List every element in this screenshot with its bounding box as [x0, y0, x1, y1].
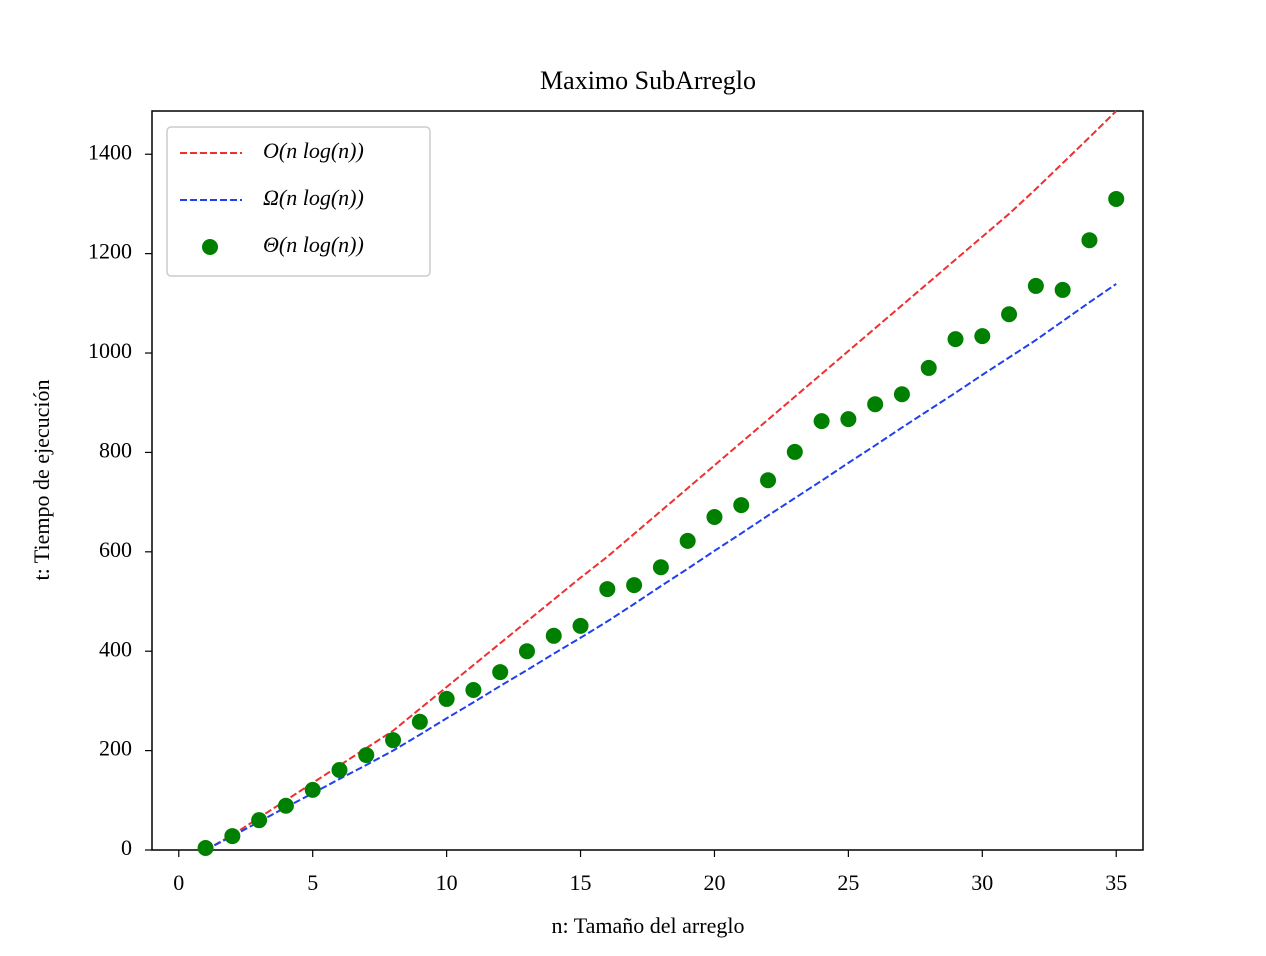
x-axis-label: n: Tamaño del arreglo	[552, 913, 745, 938]
data-point	[626, 577, 643, 594]
data-point	[197, 840, 214, 857]
data-point	[1027, 277, 1044, 294]
data-point	[438, 690, 455, 707]
y-axis-label: t: Tiempo de ejecución	[29, 379, 54, 580]
x-tick-label: 35	[1105, 870, 1127, 895]
data-point	[893, 386, 910, 403]
data-point	[733, 497, 750, 514]
data-point	[599, 581, 616, 598]
data-point	[518, 643, 535, 660]
legend-box	[166, 126, 431, 277]
data-point	[411, 713, 428, 730]
data-point	[277, 797, 294, 814]
data-point	[813, 413, 830, 430]
data-point	[920, 359, 937, 376]
y-tick-label: 0	[121, 835, 132, 860]
data-point	[947, 331, 964, 348]
plot-frame	[151, 110, 1144, 851]
data-point	[572, 617, 589, 634]
legend-label: Ω(n log(n))	[263, 185, 364, 210]
data-point	[786, 443, 803, 460]
data-point	[867, 396, 884, 413]
data-point	[304, 781, 321, 798]
data-point	[331, 761, 348, 778]
y-tick-label: 1400	[88, 139, 132, 164]
data-point	[974, 328, 991, 345]
x-tick-label: 15	[570, 870, 592, 895]
y-tick-label: 400	[99, 636, 132, 661]
data-point	[385, 732, 402, 749]
data-line	[205, 283, 1117, 851]
data-point	[652, 559, 669, 576]
data-point	[492, 664, 509, 681]
y-tick-label: 200	[99, 736, 132, 761]
data-point	[1001, 306, 1018, 323]
data-point	[1054, 281, 1071, 298]
y-tick-label: 600	[99, 537, 132, 562]
y-tick-label: 1000	[88, 338, 132, 363]
y-tick-label: 1200	[88, 239, 132, 264]
data-point	[706, 509, 723, 526]
y-tick-label: 800	[99, 437, 132, 462]
x-tick-label: 0	[173, 870, 184, 895]
data-point	[840, 411, 857, 428]
x-tick-label: 20	[703, 870, 725, 895]
data-point	[358, 747, 375, 764]
x-tick-label: 25	[837, 870, 859, 895]
legend-label: Θ(n log(n))	[263, 232, 364, 257]
data-point	[251, 812, 268, 829]
data-point	[1081, 232, 1098, 249]
x-tick-label: 5	[307, 870, 318, 895]
data-point	[1108, 190, 1125, 207]
data-point	[760, 472, 777, 489]
legend-marker	[202, 239, 218, 255]
x-tick-label: 10	[436, 870, 458, 895]
data-point	[224, 828, 241, 845]
legend-label: O(n log(n))	[263, 138, 364, 163]
data-point	[679, 532, 696, 549]
data-point	[545, 627, 562, 644]
data-point	[465, 681, 482, 698]
x-tick-label: 30	[971, 870, 993, 895]
chart-title: Maximo SubArreglo	[540, 66, 756, 95]
